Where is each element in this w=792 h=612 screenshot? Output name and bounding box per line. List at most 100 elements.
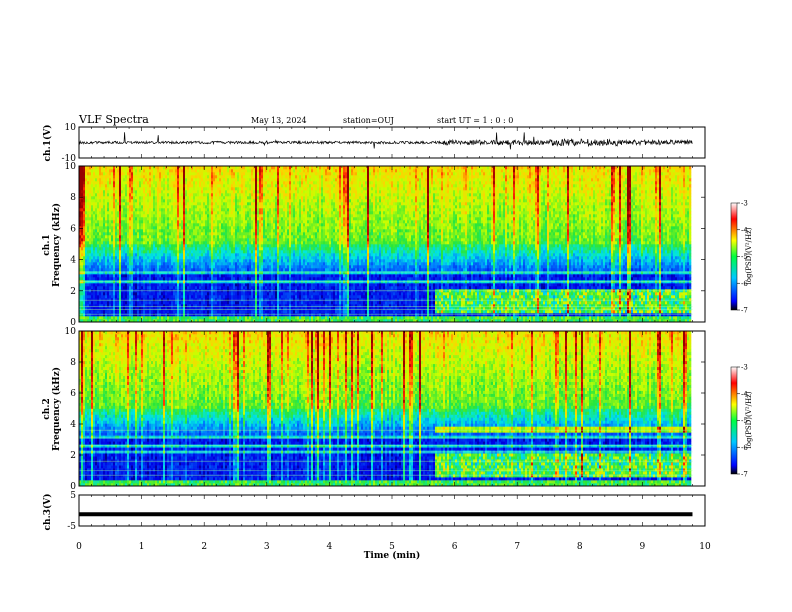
- ch1-spectrogram-cell: [143, 253, 146, 257]
- ch1-spectrogram-cell: [119, 271, 122, 275]
- ch1-spectrogram-cell: [265, 232, 268, 236]
- ch1-spectrogram-cell: [159, 292, 162, 296]
- ch1-spectrogram-cell: [261, 199, 264, 203]
- ch1-spectrogram-cell: [161, 268, 164, 272]
- ch1-spectrogram-cell: [235, 241, 238, 245]
- ch1-spectrogram-cell: [201, 166, 204, 170]
- ch1-spectrogram-cell: [111, 217, 114, 221]
- ch1-spectrogram-cell: [205, 220, 208, 224]
- ch1-spectrogram-cell: [253, 277, 256, 281]
- ch1-spectrogram-cell: [249, 187, 252, 191]
- ch1-spectrogram-cell: [189, 265, 192, 269]
- ch1-spectrogram-cell: [147, 199, 150, 203]
- ch1-spectrogram-cell: [263, 295, 266, 299]
- ch1-spectrogram-cell: [221, 301, 224, 305]
- ch1-spectrogram-cell: [221, 298, 224, 302]
- ch1-spectrogram-cell: [115, 241, 118, 245]
- ch1-spectrogram-cell: [185, 259, 188, 263]
- ch1-spectrogram-cell: [237, 187, 240, 191]
- ch1-spectrogram-cell: [217, 250, 220, 254]
- ch1-spectrogram-cell: [163, 211, 166, 215]
- ch1-spectrogram-cell: [89, 169, 92, 173]
- ch1-spectrogram-cell: [155, 304, 158, 308]
- ch1-spectrogram-cell: [145, 208, 148, 212]
- ch1-spectrogram-cell: [203, 235, 206, 239]
- ch1-spectrogram-cell: [199, 190, 202, 194]
- ch1-spectrogram-cell: [197, 175, 200, 179]
- ch1-spectrogram-cell: [151, 196, 154, 200]
- ch1-spectrogram-cell: [171, 184, 174, 188]
- ch1-spectrogram-cell: [127, 193, 130, 197]
- ch1-spectrogram-cell: [257, 187, 260, 191]
- ch1-spectrogram-cell: [255, 199, 258, 203]
- ch1-spectrogram-cell: [83, 184, 86, 188]
- ch1-spectrogram-cell: [183, 283, 186, 287]
- ch1-spectrogram-cell: [253, 298, 256, 302]
- ch1-spectrogram-cell: [227, 292, 230, 296]
- ch1-spectrogram-cell: [97, 253, 100, 257]
- ch1-spectrogram-cell: [233, 166, 236, 170]
- ch1-spectrogram-cell: [195, 166, 198, 170]
- ch1-spectrogram-cell: [227, 226, 230, 230]
- ch1-spectrogram-cell: [189, 178, 192, 182]
- ch1-spectrogram-cell: [129, 184, 132, 188]
- ch1-spectrogram-cell: [85, 316, 88, 320]
- ch1-spectrogram-cell: [125, 187, 128, 191]
- ch1-spectrogram-cell: [135, 184, 138, 188]
- ch1-spectrogram-cell: [125, 319, 128, 323]
- ch1-spectrogram-cell: [255, 274, 258, 278]
- ch1-spectrogram-cell: [193, 274, 196, 278]
- ch1-spectrogram-cell: [205, 199, 208, 203]
- ch1-spectrogram-cell: [247, 298, 250, 302]
- ch1-spectrogram-cell: [215, 181, 218, 185]
- ch1-spectrogram-cell: [199, 172, 202, 176]
- ch1-spectrogram-cell: [79, 202, 82, 206]
- ch1-spectrogram-cell: [147, 187, 150, 191]
- ch1-spectrogram-cell: [171, 301, 174, 305]
- ch1-spectrogram-cell: [149, 268, 152, 272]
- ch1-spectrogram-cell: [121, 184, 124, 188]
- ch1-spectrogram-cell: [127, 283, 130, 287]
- ch1-spectrogram-cell: [253, 199, 256, 203]
- ch1-spectrogram-cell: [193, 214, 196, 218]
- ch1-spectrogram-cell: [185, 283, 188, 287]
- ch1-spectrogram-cell: [235, 247, 238, 251]
- ch1-spectrogram-cell: [187, 304, 190, 308]
- ch1-spectrogram-cell: [213, 229, 216, 233]
- ch1-spectrogram-cell: [111, 181, 114, 185]
- ch1-spectrogram-cell: [169, 295, 172, 299]
- ch1-spectrogram-cell: [173, 172, 176, 176]
- ch1-spectrogram-cell: [231, 277, 234, 281]
- ch1-spectrogram-cell: [265, 229, 268, 233]
- ch1-spectrogram-cell: [205, 247, 208, 251]
- ch1-spectrogram-cell: [137, 286, 140, 290]
- ch1-spectrogram-cell: [113, 313, 116, 317]
- ch1-spectrogram-cell: [227, 238, 230, 242]
- ch1-spectrogram-cell: [255, 271, 258, 275]
- ch1-spectrogram-cell: [209, 199, 212, 203]
- ch1-spectrogram-cell: [235, 277, 238, 281]
- ch1-spectrogram-cell: [159, 307, 162, 311]
- ch1-spectrogram-cell: [89, 244, 92, 248]
- ch1-spectrogram-cell: [79, 295, 82, 299]
- ch1-spectrogram-cell: [107, 301, 110, 305]
- ch1-spectrogram-cell: [117, 268, 120, 272]
- ch1-spectrogram-cell: [131, 265, 134, 269]
- ch1-spectrogram-cell: [261, 193, 264, 197]
- ch1-spectrogram-cell: [147, 271, 150, 275]
- ch1-spectrogram-cell: [203, 199, 206, 203]
- ch1-spectrogram-cell: [147, 292, 150, 296]
- ch1-spectrogram-cell: [251, 229, 254, 233]
- ch1-spectrogram-cell: [263, 202, 266, 206]
- ch1-spectrogram-cell: [205, 178, 208, 182]
- ch1-spectrogram-cell: [219, 256, 222, 260]
- ch1-spectrogram-cell: [175, 199, 178, 203]
- ch1-spectrogram-cell: [259, 316, 262, 320]
- ch1-spectrogram-cell: [107, 286, 110, 290]
- ch1-spectrogram-cell: [247, 256, 250, 260]
- ch1-spectrogram-cell: [159, 304, 162, 308]
- ch1-spectrogram-cell: [121, 277, 124, 281]
- ch1-spectrogram-cell: [165, 268, 168, 272]
- ch1-spectrogram-cell: [187, 247, 190, 251]
- ch1-spectrogram-cell: [125, 166, 128, 170]
